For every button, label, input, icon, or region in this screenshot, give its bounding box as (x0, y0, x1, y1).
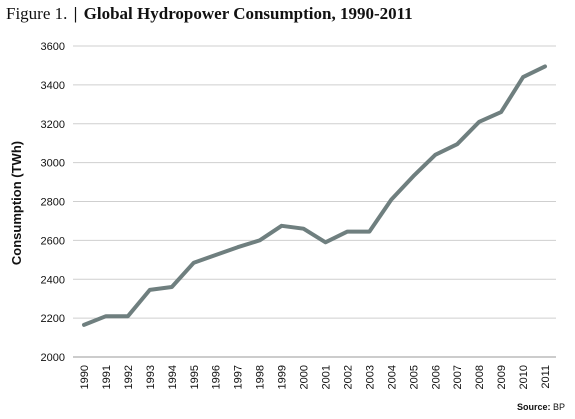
source-note: Source: BP (517, 402, 565, 412)
y-tick-label: 2000 (41, 352, 65, 364)
series-line (82, 64, 547, 327)
title-separator: | (73, 4, 78, 23)
x-tick-label: 2000 (299, 365, 311, 389)
x-tick-label: 1998 (255, 365, 267, 389)
x-tick-label: 2009 (496, 365, 508, 389)
chart-title: Figure 1. | Global Hydropower Consumptio… (6, 4, 413, 24)
x-tick-label: 2007 (452, 365, 464, 389)
y-tick-label: 3600 (41, 41, 65, 53)
x-tick-label: 2011 (540, 365, 552, 389)
x-tick-label: 1996 (211, 365, 223, 389)
x-tick-label: 2006 (430, 365, 442, 389)
chart-title-text: Global Hydropower Consumption, 1990-2011 (83, 4, 413, 23)
x-tick-label: 2005 (408, 365, 420, 389)
x-tick-label: 2003 (364, 365, 376, 389)
y-tick-label: 2400 (41, 274, 65, 286)
x-tick-label: 2002 (342, 365, 354, 389)
y-tick-label: 2200 (41, 313, 65, 325)
x-tick-label: 2004 (386, 365, 398, 389)
source-label: Source: (517, 402, 551, 412)
y-tick-label: 2800 (41, 197, 65, 209)
x-tick-label: 1995 (189, 365, 201, 389)
figure-label: Figure 1. (6, 4, 68, 23)
x-tick-label: 1990 (79, 365, 91, 389)
x-tick-label: 1991 (101, 365, 113, 389)
gridlines (73, 45, 556, 319)
series-lines (82, 64, 547, 327)
x-tick-label: 1997 (233, 365, 245, 389)
x-tick-label: 1994 (167, 365, 179, 389)
x-tick-label: 2010 (518, 365, 530, 389)
source-value: BP (553, 402, 565, 412)
y-axis-ticks: 2000 2200 2400 2600 2800 3000 3200 3400 3600 (41, 41, 65, 364)
y-tick-label: 3400 (41, 80, 65, 92)
x-tick-label: 1992 (123, 365, 135, 389)
y-tick-label: 2600 (41, 235, 65, 247)
y-tick-label: 3200 (41, 119, 65, 131)
x-tick-label: 2008 (474, 365, 486, 389)
y-axis-label: Consumption (TWh) (9, 141, 24, 265)
x-tick-label: 1993 (145, 365, 157, 389)
x-axis-ticks: 1990 1991 1992 1993 1994 1995 1996 1997 1998 1999… (79, 365, 552, 389)
x-tick-label: 2001 (320, 365, 332, 389)
x-tick-label: 1999 (277, 365, 289, 389)
y-tick-label: 3000 (41, 158, 65, 170)
